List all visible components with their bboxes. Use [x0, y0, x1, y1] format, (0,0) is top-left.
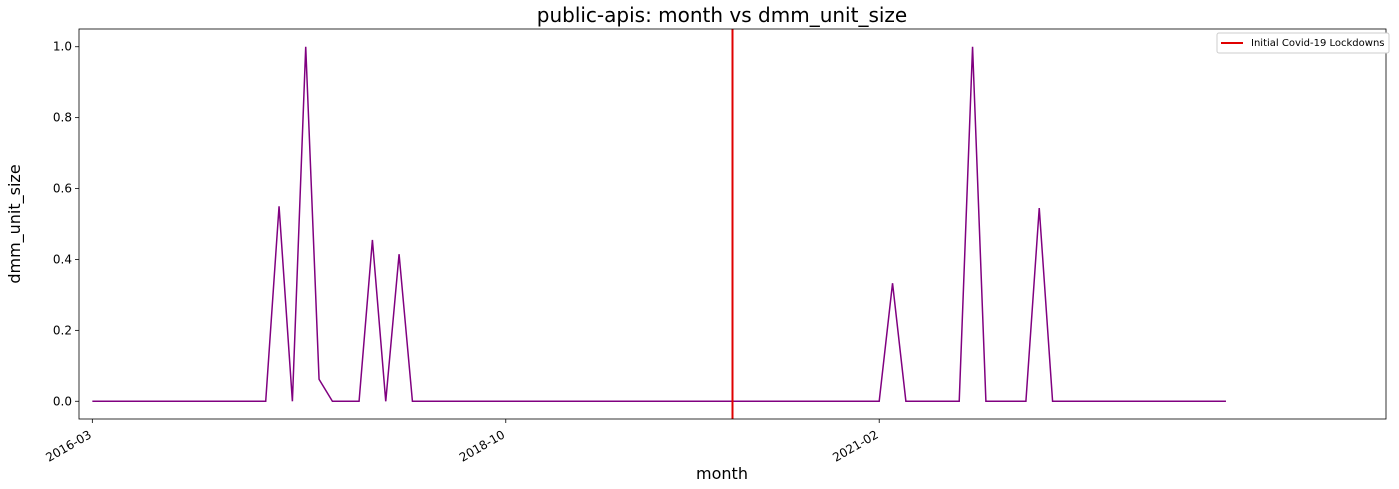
- plot-frame: [78, 28, 1387, 420]
- x-axis-label: month: [696, 464, 748, 483]
- x-tick-label: 2016-03: [43, 427, 93, 464]
- chart-title: public-apis: month vs dmm_unit_size: [537, 3, 908, 27]
- x-tick-label: 2018-10: [457, 427, 507, 464]
- y-axis-label: dmm_unit_size: [5, 164, 25, 283]
- x-tick-label: 2021-02: [830, 427, 880, 464]
- series-line: [92, 46, 1226, 403]
- y-tick-label: 0.2: [53, 323, 72, 337]
- y-axis: 0.0 0.2 0.4 0.6 0.8 1.0: [53, 40, 79, 408]
- y-tick-label: 0.6: [53, 182, 72, 196]
- x-axis: 2016-03 2018-10 2021-02: [43, 419, 881, 465]
- y-tick-label: 0.0: [53, 394, 72, 408]
- legend-label: Initial Covid-19 Lockdowns: [1251, 38, 1385, 49]
- y-tick-label: 0.4: [53, 252, 72, 266]
- legend: Initial Covid-19 Lockdowns: [1216, 32, 1390, 54]
- legend-box: [1216, 32, 1390, 54]
- y-tick-label: 0.8: [53, 111, 72, 125]
- y-tick-label: 1.0: [53, 40, 72, 54]
- plot-area: [92, 29, 1226, 419]
